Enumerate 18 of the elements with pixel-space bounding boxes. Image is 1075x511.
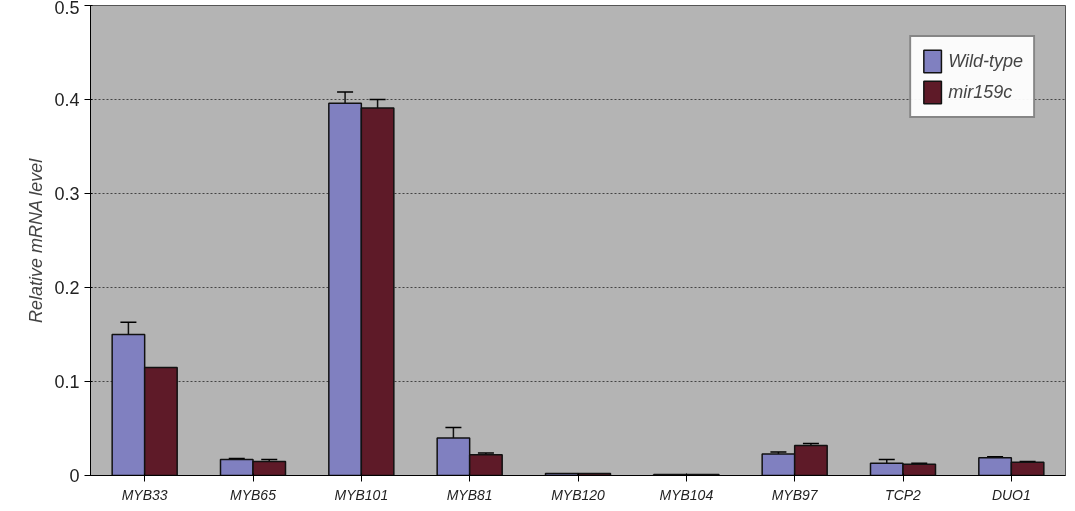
x-tick-label: MYB33: [121, 486, 168, 503]
x-tick-label: MYB97: [771, 486, 819, 503]
legend-label: mir159c: [948, 81, 1013, 103]
x-tick-label: TCP2: [885, 486, 922, 503]
x-tick-label: MYB104: [659, 486, 714, 503]
x-tick-label: MYB120: [551, 486, 606, 503]
y-tick-label: 0: [69, 466, 80, 486]
y-tick-label: 0.5: [54, 0, 80, 18]
x-tick-label: MYB65: [230, 486, 277, 503]
x-tick-label: MYB81: [446, 486, 493, 503]
x-tick-label: MYB101: [334, 486, 389, 503]
x-tick-label: DUO1: [991, 486, 1031, 503]
y-tick-label: 0.2: [54, 278, 80, 298]
y-axis-title: Relative mRNA level: [26, 157, 47, 324]
y-tick-label: 0.1: [54, 372, 80, 392]
y-tick-label: 0.3: [54, 184, 80, 204]
legend-label: Wild-type: [948, 50, 1023, 72]
y-tick-label: 0.4: [54, 90, 80, 110]
